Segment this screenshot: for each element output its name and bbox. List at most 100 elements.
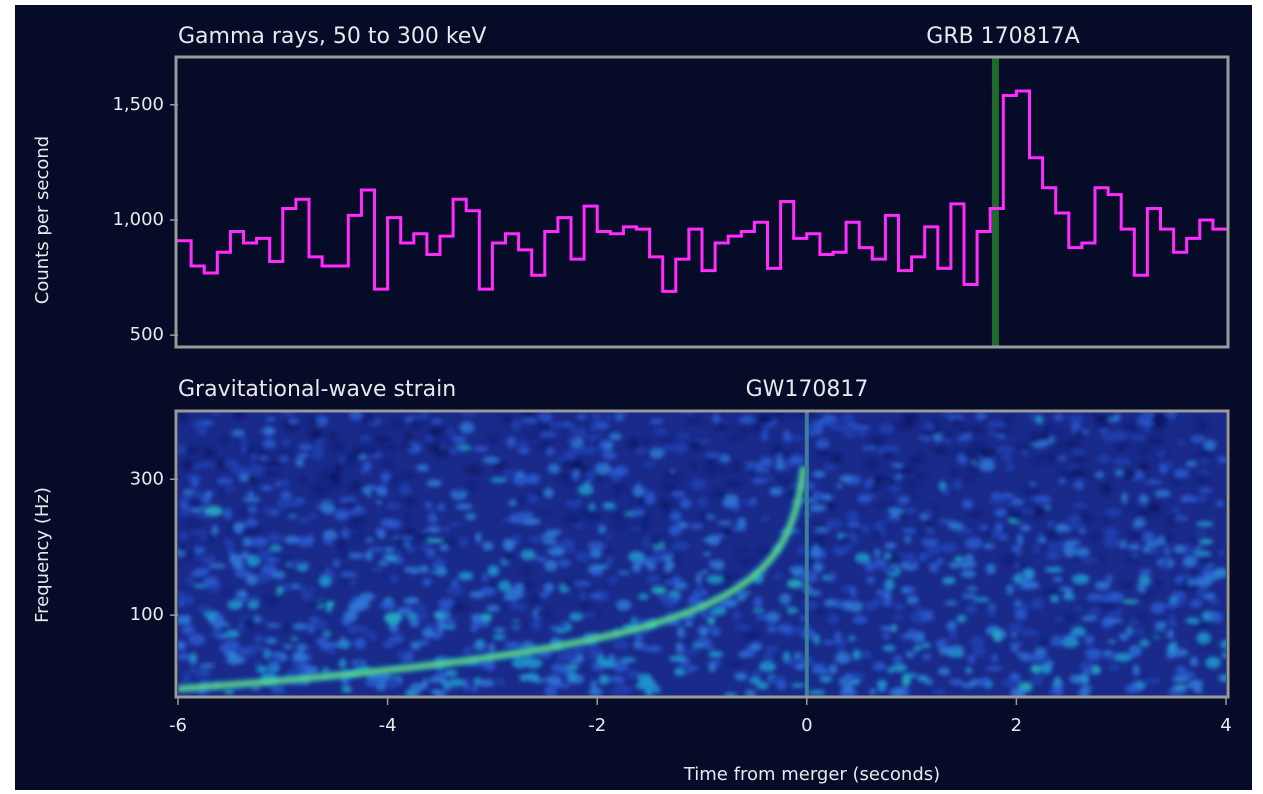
noise-blob — [714, 660, 721, 666]
noise-blob — [953, 479, 963, 491]
noise-blob — [260, 485, 274, 492]
noise-blob — [1173, 468, 1189, 479]
noise-blob — [381, 443, 398, 451]
noise-blob — [233, 412, 246, 419]
noise-blob — [574, 644, 588, 654]
noise-blob — [348, 602, 363, 613]
noise-blob — [479, 586, 497, 596]
noise-blob — [630, 526, 643, 532]
noise-blob — [410, 641, 421, 651]
noise-blob — [386, 502, 401, 510]
noise-blob — [447, 678, 465, 687]
noise-blob — [458, 571, 474, 581]
noise-blob — [1074, 429, 1084, 440]
noise-blob — [1196, 586, 1210, 598]
noise-blob — [1125, 556, 1139, 563]
noise-blob — [883, 552, 891, 560]
noise-blob — [1182, 494, 1194, 502]
noise-blob — [398, 483, 412, 496]
noise-blob — [736, 596, 746, 601]
noise-blob — [577, 413, 587, 420]
noise-blob — [964, 537, 983, 550]
noise-blob — [712, 412, 720, 425]
noise-blob — [247, 475, 258, 484]
noise-blob — [266, 557, 280, 563]
noise-blob — [343, 610, 358, 622]
y-tick-label: 100 — [130, 604, 164, 625]
noise-blob — [1145, 438, 1164, 445]
noise-blob — [282, 644, 294, 649]
noise-blob — [1137, 417, 1156, 426]
noise-blob — [1030, 597, 1045, 610]
noise-blob — [380, 518, 396, 528]
noise-blob — [563, 578, 575, 589]
noise-blob — [649, 447, 665, 459]
noise-blob — [960, 682, 977, 688]
noise-blob — [1100, 482, 1112, 495]
noise-blob — [887, 514, 902, 521]
noise-blob — [1217, 550, 1226, 557]
noise-blob — [437, 502, 445, 512]
noise-blob — [1177, 439, 1187, 446]
noise-blob — [1194, 531, 1207, 536]
noise-blob — [630, 509, 646, 516]
noise-blob — [903, 507, 917, 514]
noise-blob — [528, 535, 546, 543]
noise-blob — [612, 661, 629, 673]
noise-blob — [178, 444, 187, 456]
noise-blob — [567, 671, 577, 682]
noise-blob — [1168, 597, 1178, 603]
noise-blob — [325, 481, 342, 489]
noise-blob — [839, 475, 853, 483]
noise-blob — [594, 462, 612, 475]
noise-blob — [255, 665, 268, 674]
noise-blob — [194, 667, 211, 679]
noise-blob — [653, 428, 667, 436]
noise-blob — [925, 507, 933, 519]
noise-blob — [987, 610, 997, 617]
noise-blob — [290, 636, 298, 641]
noise-blob — [723, 494, 739, 506]
noise-blob — [264, 506, 273, 516]
noise-blob — [405, 430, 412, 442]
noise-blob — [906, 650, 913, 659]
noise-blob — [1010, 632, 1017, 638]
noise-blob — [749, 643, 763, 651]
noise-blob — [897, 495, 910, 505]
noise-blob — [858, 430, 868, 437]
noise-blob — [379, 600, 397, 611]
noise-blob — [818, 417, 827, 426]
noise-blob — [1020, 629, 1039, 637]
noise-blob — [442, 624, 457, 630]
noise-blob — [481, 573, 488, 583]
noise-blob — [466, 480, 478, 492]
noise-blob — [671, 491, 686, 498]
noise-blob — [970, 424, 986, 434]
noise-blob — [736, 557, 754, 564]
noise-blob — [1091, 665, 1101, 675]
noise-blob — [459, 421, 475, 434]
noise-blob — [279, 566, 294, 573]
noise-blob — [292, 623, 308, 631]
noise-blob — [1107, 639, 1117, 645]
noise-blob — [563, 449, 578, 461]
noise-blob — [444, 669, 458, 677]
noise-blob — [1072, 449, 1085, 456]
noise-blob — [988, 429, 996, 436]
noise-blob — [1027, 653, 1045, 662]
noise-blob — [279, 456, 289, 463]
noise-blob — [1112, 457, 1131, 466]
noise-blob — [710, 626, 721, 637]
noise-blob — [651, 586, 666, 594]
noise-blob — [511, 657, 529, 669]
noise-blob — [827, 500, 836, 510]
noise-blob — [187, 497, 204, 509]
noise-blob — [276, 498, 290, 510]
noise-blob — [642, 461, 657, 468]
noise-blob — [631, 562, 642, 573]
noise-blob — [214, 612, 222, 623]
noise-blob — [1078, 689, 1090, 696]
noise-blob — [948, 561, 962, 569]
noise-blob — [602, 503, 617, 509]
noise-blob — [1019, 524, 1032, 532]
